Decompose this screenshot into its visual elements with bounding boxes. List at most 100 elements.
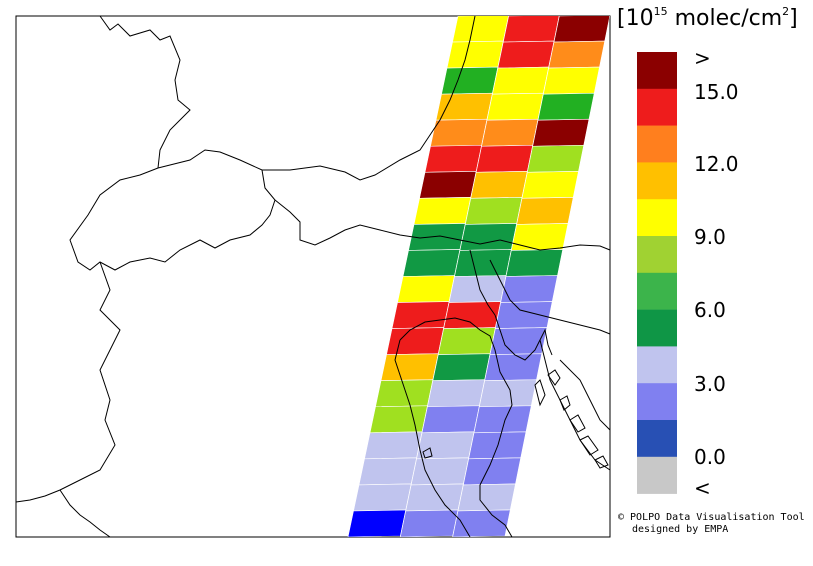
swath-cell <box>489 327 548 355</box>
island-pag <box>569 414 586 433</box>
border-austria-slovenia <box>499 239 611 251</box>
credit-line-1: © POLPO Data Visualisation Tool <box>618 512 805 523</box>
swath-cell <box>481 118 539 147</box>
swath-cell <box>464 197 523 225</box>
swath-cell <box>492 66 550 95</box>
legend-label-12: 12.0 <box>694 152 739 176</box>
swath-cell <box>478 379 537 408</box>
border-austria-italy <box>274 199 501 246</box>
swath-cell <box>452 16 509 43</box>
credit-line-2: designed by EMPA <box>632 524 729 535</box>
swath-cell <box>413 197 472 225</box>
swath-cell <box>484 353 543 382</box>
coast-liguria <box>59 489 111 538</box>
swath-cell <box>421 405 480 434</box>
border-slovenia-croatia <box>489 259 611 335</box>
swath-cell <box>358 457 417 486</box>
island-cres <box>534 379 546 407</box>
legend-colorbar <box>637 52 677 494</box>
swath-cell <box>521 170 579 199</box>
swath-cell <box>537 92 595 121</box>
swath-cell <box>437 327 496 355</box>
legend-swatch <box>637 309 677 347</box>
swath-cell <box>502 16 560 43</box>
legend-swatch <box>637 420 677 458</box>
swath-cell <box>424 144 482 173</box>
swath-cell <box>516 197 574 225</box>
swath-cell <box>364 431 423 460</box>
legend-swatch <box>637 383 677 421</box>
legend-label-3: 3.0 <box>694 372 726 396</box>
island-small <box>594 455 609 469</box>
swath-cell <box>375 379 434 408</box>
swath-cell <box>459 223 518 251</box>
swath-cell <box>497 40 555 69</box>
legend-label-below: < <box>694 476 711 500</box>
swath-cell <box>441 66 499 95</box>
swath-cell <box>400 509 459 537</box>
legend-label-6: 6.0 <box>694 298 726 322</box>
swath-cell <box>532 118 590 147</box>
swath-cell <box>452 509 511 537</box>
island-krk <box>547 369 561 386</box>
swath-cell <box>386 327 445 355</box>
country-borders <box>15 15 611 538</box>
legend-label-0: 0.0 <box>694 445 726 469</box>
swath-cell <box>427 379 486 408</box>
legend-label-9: 9.0 <box>694 225 726 249</box>
swath-cell <box>408 223 466 251</box>
swath-cell <box>435 92 493 121</box>
swath-cell <box>553 16 610 43</box>
legend-swatch <box>637 346 677 384</box>
swath-cell <box>494 301 553 329</box>
legend-swatch <box>637 52 677 90</box>
swath-cell <box>542 66 600 95</box>
coast-italy-adriatic <box>399 317 513 538</box>
swath-cell <box>405 483 464 512</box>
legend-swatch <box>637 199 677 237</box>
swath-cell <box>510 223 569 251</box>
border-croatia-bosnia <box>559 359 611 431</box>
coast-croatia <box>539 339 611 471</box>
swath-cell <box>397 275 455 303</box>
swath-cell <box>430 118 488 147</box>
island-dugi <box>579 435 599 456</box>
legend-swatch <box>637 162 677 200</box>
swath-cell <box>443 301 502 329</box>
island-rab <box>559 395 571 411</box>
swath-cell <box>432 353 491 382</box>
unit-label: [1015 molec/cm2] <box>617 4 798 31</box>
swath-cell <box>526 144 585 173</box>
swath-cell <box>475 144 534 173</box>
swath-cell <box>402 249 461 277</box>
swath-cell <box>380 353 439 382</box>
swath-cell <box>548 40 606 69</box>
swath-cell <box>470 170 528 199</box>
border-italy-slovenia <box>469 249 496 316</box>
satellite-swath <box>347 16 610 537</box>
legend-label-above: > <box>694 46 711 70</box>
border-france-germany <box>99 15 191 169</box>
swath-cell <box>410 457 470 486</box>
coast-italy-west <box>394 339 471 538</box>
swath-cell <box>446 40 504 69</box>
swath-cell <box>416 431 475 460</box>
swath-cell <box>347 509 407 537</box>
legend-swatch <box>637 236 677 274</box>
legend-swatch <box>637 272 677 310</box>
swath-cell <box>369 405 428 434</box>
legend-swatch <box>637 125 677 163</box>
swath-cell <box>454 249 512 277</box>
border-switzerland <box>69 167 276 271</box>
swath-cell <box>457 483 516 512</box>
island-elba <box>422 447 433 459</box>
legend-swatch <box>637 456 677 494</box>
legend-swatch <box>637 88 677 126</box>
swath-cell <box>462 457 522 486</box>
swath-cell <box>486 92 544 121</box>
swath-cell <box>505 249 564 277</box>
swath-cell <box>419 170 477 199</box>
legend-label-15: 15.0 <box>694 80 739 104</box>
swath-cell <box>353 483 412 512</box>
